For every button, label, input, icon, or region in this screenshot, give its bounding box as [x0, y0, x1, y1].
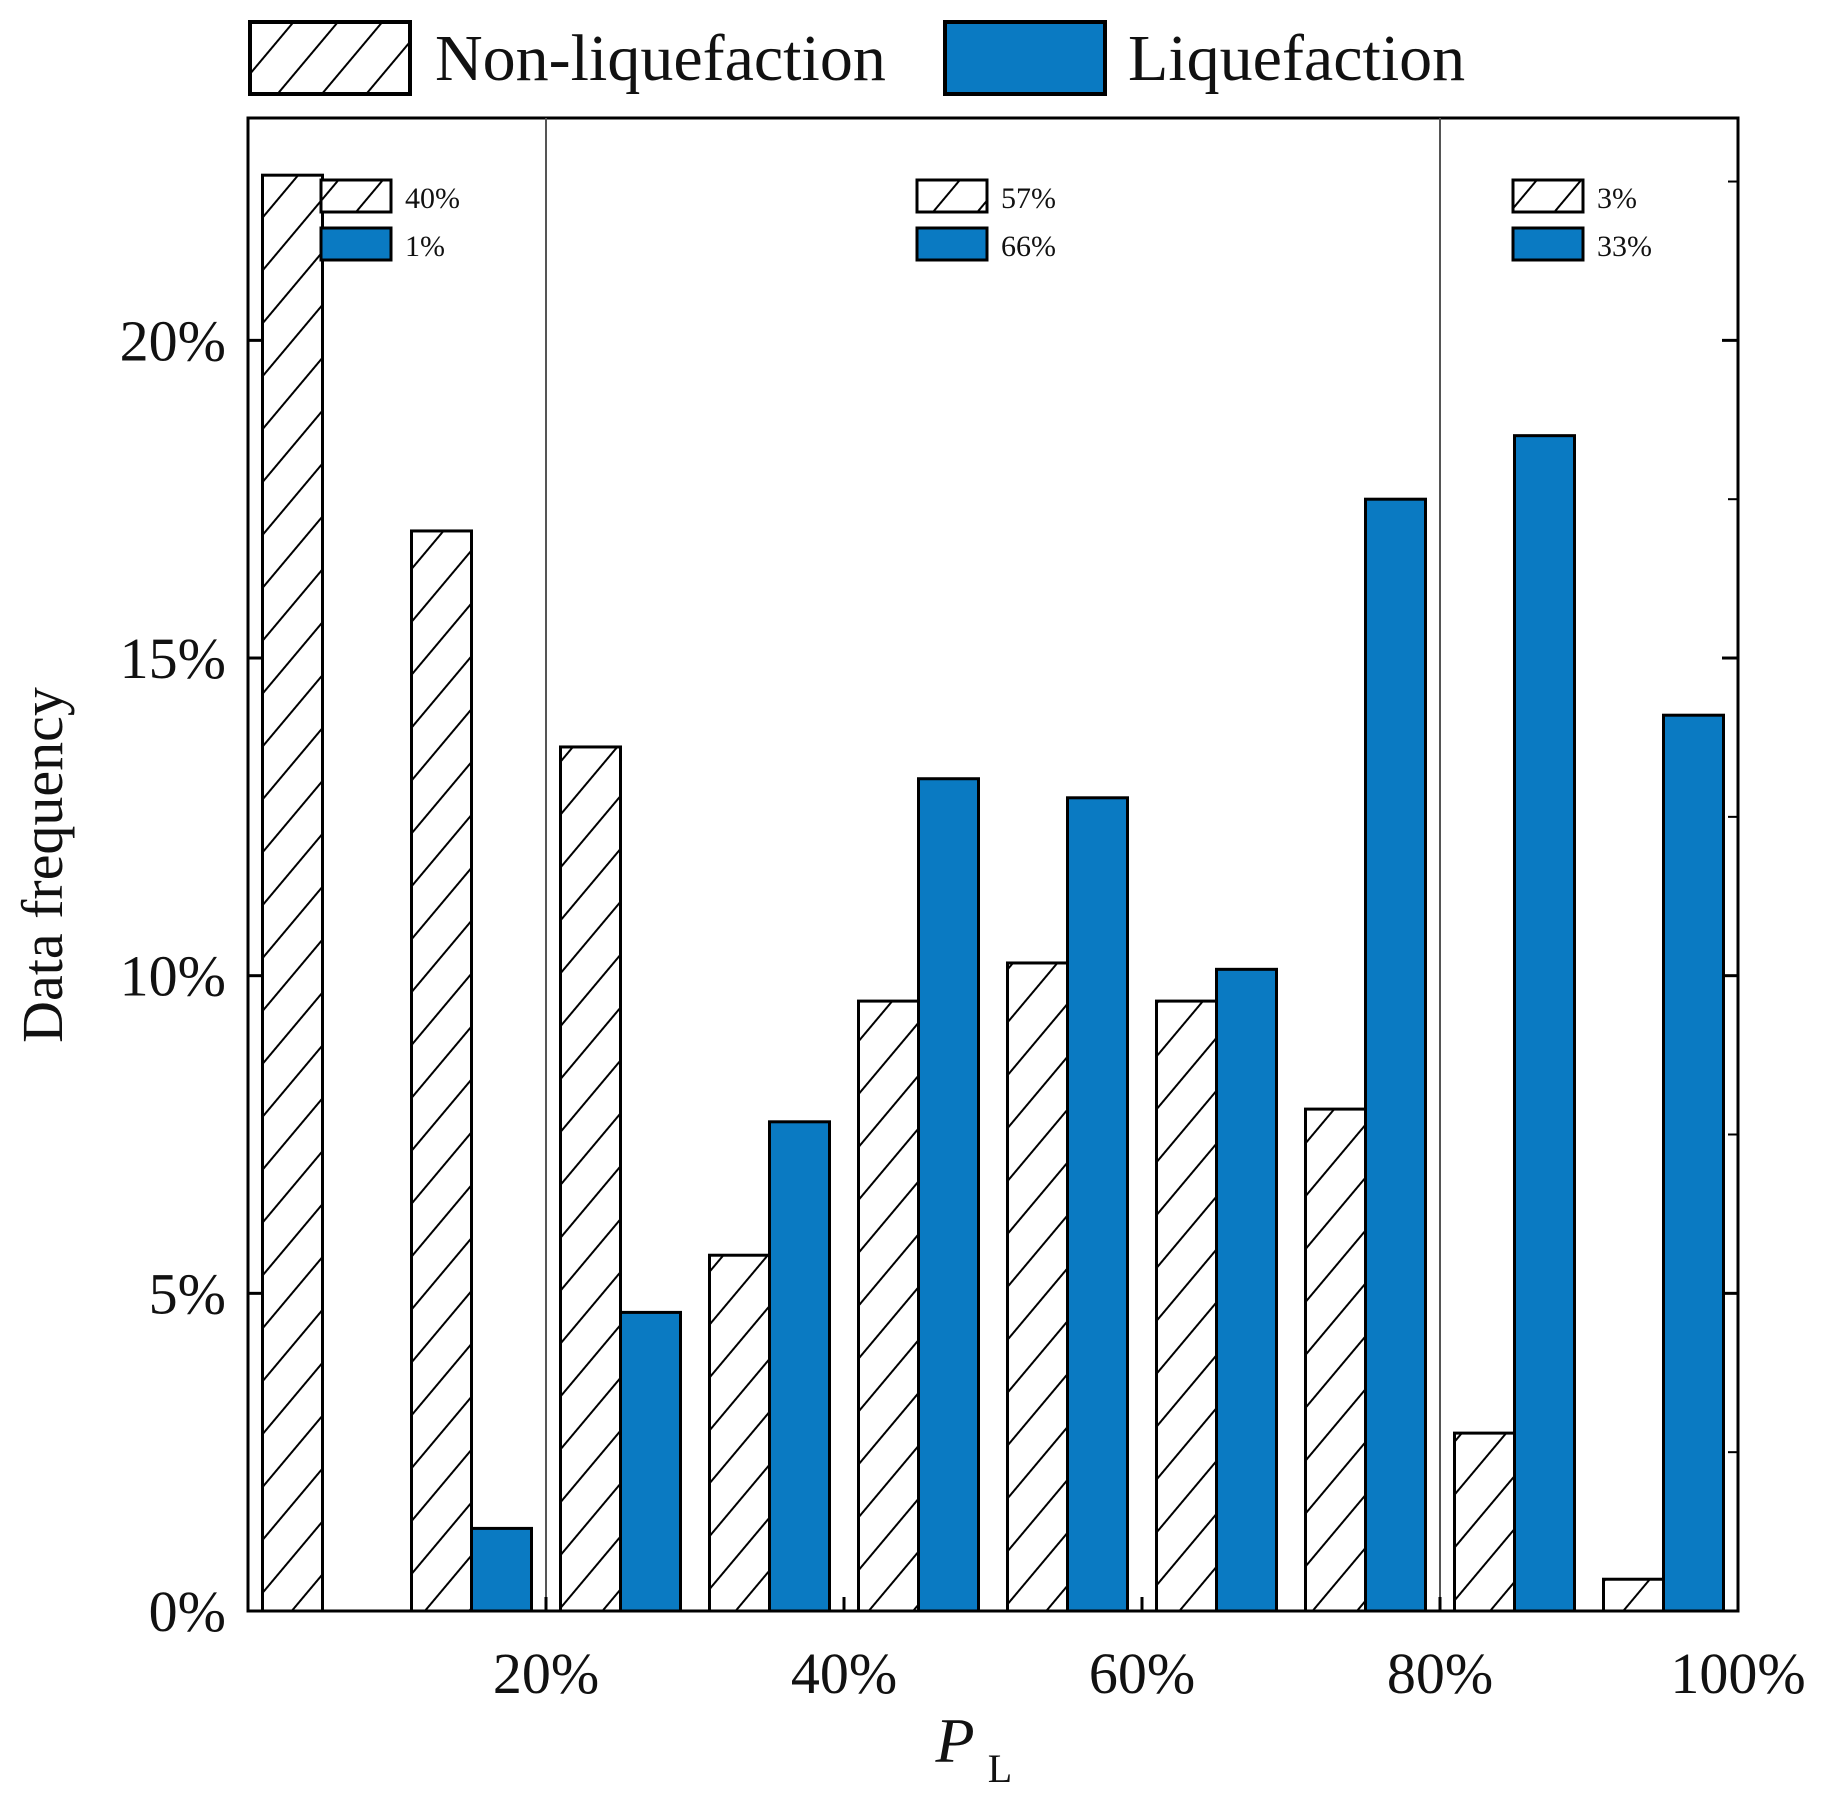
- bar-liquefaction-6: [1215, 967, 1278, 1613]
- inset-label-liquefaction-2: 33%: [1597, 230, 1652, 263]
- bars: [261, 173, 1725, 1613]
- legend-swatch-non-liquefaction: [248, 20, 412, 96]
- inset-label-liquefaction-0: 1%: [405, 230, 445, 263]
- region-separators: [545, 118, 1441, 1611]
- inset-label-liquefaction-1: 66%: [1001, 230, 1056, 263]
- inset-label-non-liquefaction-2: 3%: [1597, 182, 1637, 215]
- inset-swatch-liquefaction-0: [319, 226, 393, 262]
- y-tick-label-3: 15%: [120, 626, 226, 691]
- y-tick-label-2: 10%: [120, 944, 226, 1009]
- bar-non-liquefaction-3: [708, 1253, 771, 1613]
- x-axis-title-main: P: [934, 1705, 974, 1776]
- legend-label-non-liquefaction: Non-liquefaction: [435, 22, 886, 95]
- plot-frame: [246, 116, 1740, 1613]
- x-tick-label-1: 40%: [791, 1641, 897, 1706]
- legend-swatch-liquefaction: [943, 20, 1107, 96]
- inset-swatch-liquefaction-2: [1511, 226, 1585, 262]
- legend-label-liquefaction: Liquefaction: [1128, 22, 1465, 95]
- bar-non-liquefaction-7: [1304, 1107, 1367, 1613]
- bar-non-liquefaction-1: [410, 529, 473, 1613]
- bar-non-liquefaction-8: [1453, 1431, 1516, 1613]
- x-axis-title: P L: [934, 1705, 1012, 1791]
- bar-non-liquefaction-6: [1155, 999, 1218, 1613]
- inset-swatch-liquefaction-1: [915, 226, 989, 262]
- inset-swatch-non-liquefaction-2: [1511, 178, 1585, 214]
- x-tick-label-2: 60%: [1089, 1641, 1195, 1706]
- bar-liquefaction-7: [1364, 497, 1427, 1613]
- inset-label-non-liquefaction-1: 57%: [1001, 182, 1056, 215]
- x-tick-label-4: 100%: [1670, 1641, 1805, 1706]
- inset-swatch-non-liquefaction-0: [319, 178, 393, 214]
- axis-ticks: 0% 5% 10% 15% 20% 20% 40% 60% 80% 100%: [120, 180, 1806, 1706]
- bar-non-liquefaction-0: [261, 173, 324, 1613]
- bar-liquefaction-5: [1066, 796, 1129, 1613]
- bar-liquefaction-9: [1662, 713, 1725, 1613]
- region-inset-legends: 40% 1% 57% 66% 3% 33%: [319, 178, 1652, 263]
- y-tick-label-1: 5%: [149, 1261, 226, 1326]
- bar-non-liquefaction-5: [1006, 961, 1069, 1613]
- y-tick-label-4: 20%: [120, 308, 226, 373]
- legend: Non-liquefaction Liquefaction: [248, 20, 1465, 96]
- y-tick-label-0: 0%: [149, 1579, 226, 1644]
- bar-non-liquefaction-2: [559, 745, 622, 1613]
- inset-label-non-liquefaction-0: 40%: [405, 182, 460, 215]
- bar-liquefaction-2: [619, 1310, 682, 1613]
- bar-liquefaction-1: [470, 1526, 533, 1613]
- inset-swatch-non-liquefaction-1: [915, 178, 989, 214]
- bar-liquefaction-3: [768, 1120, 831, 1613]
- bar-liquefaction-8: [1513, 434, 1576, 1613]
- y-axis-title: Data frequency: [10, 687, 75, 1043]
- bar-non-liquefaction-4: [857, 999, 920, 1613]
- bar-non-liquefaction-9: [1602, 1577, 1665, 1613]
- x-tick-label-3: 80%: [1387, 1641, 1493, 1706]
- bar-liquefaction-4: [917, 777, 980, 1613]
- x-tick-label-0: 20%: [493, 1641, 599, 1706]
- x-axis-title-subscript: L: [988, 1746, 1012, 1791]
